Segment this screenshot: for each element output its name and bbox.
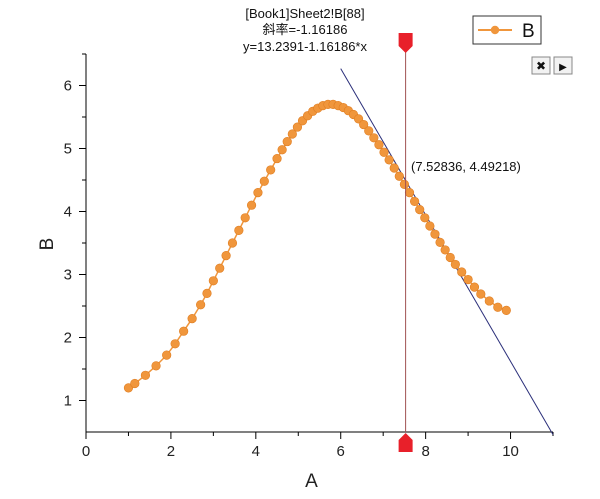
data-point <box>162 350 172 360</box>
data-point <box>208 276 218 286</box>
legend[interactable]: B <box>472 15 542 45</box>
data-point <box>179 326 189 336</box>
data-point <box>234 225 244 235</box>
series-line-b <box>128 103 507 389</box>
y-tick-label: 1 <box>64 393 72 410</box>
next-button[interactable]: ▶ <box>553 56 573 75</box>
data-point <box>359 119 369 130</box>
data-point <box>253 188 263 198</box>
cursor-layer[interactable] <box>398 33 413 452</box>
tangent-label: [Book1]Sheet2!B[88] 斜率=-1.16186 y=13.239… <box>243 6 367 54</box>
legend-entry-b: B <box>522 21 535 42</box>
data-point <box>282 136 292 147</box>
data-point <box>425 221 435 231</box>
data-point <box>415 205 425 215</box>
tangent-label-line-2: 斜率=-1.16186 <box>263 22 348 37</box>
data-point <box>469 282 480 292</box>
data-point <box>196 300 206 310</box>
play-icon: ▶ <box>559 62 567 73</box>
x-axis-title: A <box>305 471 318 492</box>
legend-marker <box>490 25 500 35</box>
data-point <box>409 196 420 207</box>
series-layer <box>123 99 511 393</box>
data-point <box>240 213 250 223</box>
data-point <box>266 165 276 175</box>
data-point <box>221 251 231 261</box>
close-icon: ✖ <box>536 59 546 73</box>
cursor-bottom-handle[interactable] <box>398 433 413 452</box>
data-point <box>246 200 257 210</box>
data-point <box>384 155 394 165</box>
y-tick-label: 2 <box>64 330 72 347</box>
data-point <box>364 126 374 136</box>
y-tick-label: 3 <box>64 267 72 284</box>
data-point <box>130 378 140 389</box>
x-tick-label: 6 <box>337 443 345 460</box>
data-point <box>170 339 180 349</box>
tangent-label-line-3: y=13.2391-1.16186*x <box>243 39 367 54</box>
data-point <box>484 296 494 306</box>
data-point <box>272 153 282 164</box>
data-point <box>215 263 225 273</box>
data-point <box>445 252 455 263</box>
data-point <box>476 289 486 299</box>
data-point <box>292 122 303 132</box>
tangent-label-line-1: [Book1]Sheet2!B[88] <box>245 6 364 21</box>
y-axis-title: B <box>37 238 58 251</box>
controls: ✖ ▶ <box>531 56 573 75</box>
data-point <box>430 229 440 239</box>
data-point <box>399 179 410 190</box>
data-point <box>151 361 161 371</box>
data-point <box>420 213 430 223</box>
data-point <box>379 147 389 157</box>
cursor-readout: (7.52836, 4.49218) <box>411 159 521 174</box>
y-tick-label: 4 <box>64 204 72 221</box>
x-tick-label: 4 <box>252 443 260 460</box>
close-button[interactable]: ✖ <box>531 56 551 75</box>
data-point <box>277 145 287 155</box>
data-point <box>202 288 212 299</box>
data-point <box>123 383 134 393</box>
data-point <box>440 245 450 255</box>
data-point <box>457 267 467 277</box>
data-point <box>501 305 511 316</box>
data-point <box>389 163 399 173</box>
data-point <box>450 259 460 270</box>
data-point <box>259 176 269 186</box>
data-point <box>404 188 415 198</box>
data-point <box>435 237 445 247</box>
x-tick-label: 8 <box>421 443 429 460</box>
x-tick-label: 10 <box>502 443 519 460</box>
data-point <box>493 302 503 312</box>
data-point <box>463 274 473 285</box>
x-tick-label: 2 <box>167 443 175 460</box>
data-point <box>140 370 151 380</box>
data-point <box>374 140 384 150</box>
data-point <box>394 171 404 181</box>
y-tick-label: 6 <box>64 78 72 95</box>
x-tick-label: 0 <box>82 443 90 460</box>
data-point <box>187 314 197 324</box>
data-point <box>369 133 379 143</box>
data-point <box>227 238 238 248</box>
cursor-top-handle[interactable] <box>398 33 413 53</box>
y-tick-label: 5 <box>64 141 72 158</box>
data-point <box>287 129 297 139</box>
